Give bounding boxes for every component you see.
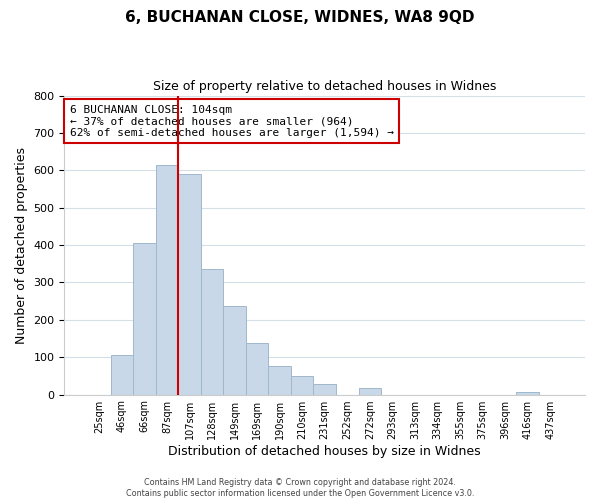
Text: Contains HM Land Registry data © Crown copyright and database right 2024.
Contai: Contains HM Land Registry data © Crown c… <box>126 478 474 498</box>
X-axis label: Distribution of detached houses by size in Widnes: Distribution of detached houses by size … <box>169 444 481 458</box>
Bar <box>268 366 291 394</box>
Y-axis label: Number of detached properties: Number of detached properties <box>15 146 28 344</box>
Title: Size of property relative to detached houses in Widnes: Size of property relative to detached ho… <box>153 80 496 93</box>
Bar <box>178 174 201 394</box>
Bar <box>110 356 133 395</box>
Bar <box>516 392 539 394</box>
Bar <box>133 243 155 394</box>
Bar <box>223 306 246 394</box>
Text: 6 BUCHANAN CLOSE: 104sqm
← 37% of detached houses are smaller (964)
62% of semi-: 6 BUCHANAN CLOSE: 104sqm ← 37% of detach… <box>70 104 394 138</box>
Bar <box>246 344 268 394</box>
Bar <box>201 270 223 394</box>
Bar <box>313 384 336 394</box>
Text: 6, BUCHANAN CLOSE, WIDNES, WA8 9QD: 6, BUCHANAN CLOSE, WIDNES, WA8 9QD <box>125 10 475 25</box>
Bar <box>359 388 381 394</box>
Bar <box>155 164 178 394</box>
Bar <box>291 376 313 394</box>
